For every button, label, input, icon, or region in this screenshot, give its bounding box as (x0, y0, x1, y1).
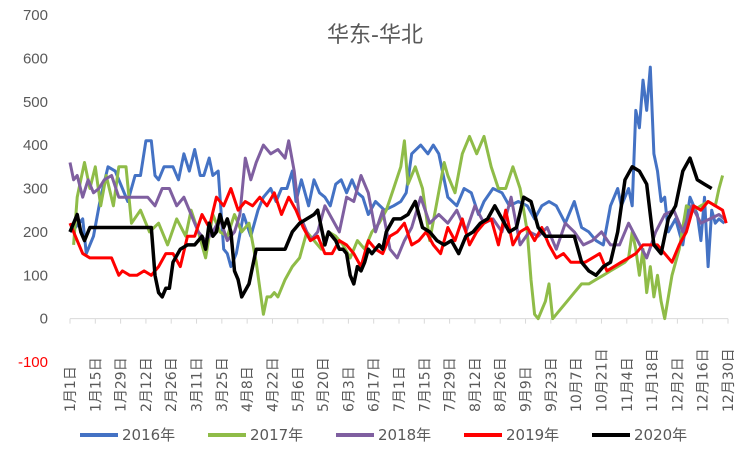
y-tick-label: 700 (23, 7, 48, 24)
y-tick-label: 100 (23, 267, 48, 284)
x-tick-label: 10月7日 (569, 357, 585, 412)
y-tick-label: 0 (40, 311, 48, 328)
x-tick-label: 11月4日 (620, 357, 636, 412)
x-tick-label: 10月21日 (594, 348, 610, 412)
x-tick-label: 1月15日 (88, 357, 104, 412)
x-tick-label: 1月29日 (114, 357, 130, 412)
x-tick-label: 6月3日 (341, 366, 357, 412)
x-tick-label: 2月26日 (164, 357, 180, 412)
y-tick-label: -100 (18, 354, 48, 371)
series-line-2017年 (72, 134, 725, 321)
x-tick-label: 7月15日 (417, 357, 433, 412)
x-tick-label: 4月8日 (240, 366, 256, 412)
x-axis-ticks: 1月1日 1月15日 1月29日 2月12日 2月26日 3月11日 3月25日 4月8日 4月… (63, 318, 737, 412)
x-tick-label: 5月20日 (316, 357, 332, 412)
x-tick-label: 6月17日 (367, 357, 383, 412)
x-tick-label: 8月12日 (468, 357, 484, 412)
x-tick-label: 7月1日 (392, 366, 408, 412)
x-tick-label: 4月22日 (265, 357, 281, 412)
y-axis-ticks: 700 600 500 400 300 200 100 0 -100 (18, 7, 48, 371)
y-tick-label: 200 (23, 224, 48, 241)
legend-label: 2019年 (506, 426, 559, 444)
y-tick-label: 600 (23, 50, 48, 67)
series-line-2019年 (68, 187, 728, 277)
x-tick-label: 12月30日 (721, 348, 737, 412)
x-tick-label: 3月25日 (215, 357, 231, 412)
series-group (68, 65, 728, 321)
x-tick-label: 11月18日 (645, 348, 661, 412)
x-tick-label: 9月23日 (544, 357, 560, 412)
series-line-2016年 (69, 65, 726, 269)
x-tick-label: 1月1日 (63, 366, 79, 412)
legend-label: 2020年 (634, 426, 687, 444)
x-tick-label: 12月16日 (696, 348, 712, 412)
legend-label: 2016年 (122, 426, 175, 444)
x-tick-label: 12月2日 (670, 357, 686, 412)
x-tick-label: 2月12日 (139, 357, 155, 412)
legend: 2016年 2017年 2018年 2019年 2020年 (80, 426, 687, 444)
chart-title: 华东-华北 (327, 23, 423, 48)
x-tick-label: 8月26日 (493, 357, 509, 412)
series-line-2018年 (68, 139, 726, 260)
y-tick-label: 400 (23, 137, 48, 154)
x-tick-label: 9月9日 (519, 366, 535, 412)
legend-label: 2018年 (378, 426, 431, 444)
x-tick-label: 5月6日 (291, 366, 307, 412)
series-line-2020年 (68, 156, 713, 299)
y-tick-label: 500 (23, 94, 48, 111)
y-tick-label: 300 (23, 181, 48, 198)
legend-label: 2017年 (250, 426, 303, 444)
x-tick-label: 3月11日 (190, 357, 206, 412)
x-tick-label: 7月29日 (443, 357, 459, 412)
